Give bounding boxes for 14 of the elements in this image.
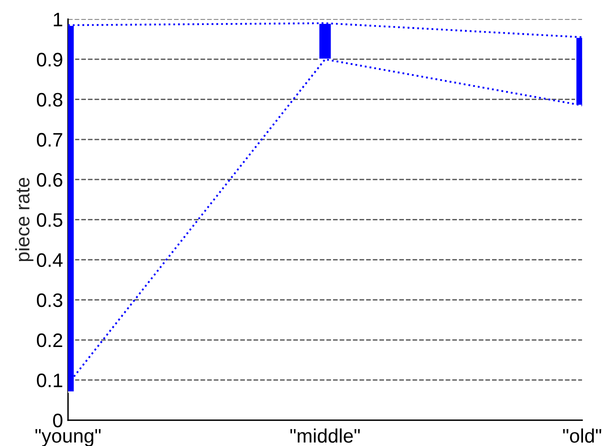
y-tick-label: 0.7 <box>36 132 62 147</box>
y-tick-label: 0.8 <box>36 92 62 107</box>
y-tick-label: 0.6 <box>36 173 62 187</box>
y-tick-label: 0.3 <box>36 293 62 308</box>
y-tick-label: 0.2 <box>36 333 62 348</box>
y-tick-label: 1 <box>54 12 62 26</box>
y-tick-label: 0.1 <box>36 374 62 388</box>
y-tick-label: 0 <box>53 414 62 428</box>
y-tick-label: 0.4 <box>36 253 63 267</box>
x-tick-label: "old" <box>563 428 602 443</box>
x-tick-label: "middle" <box>290 428 360 443</box>
y-tick-label: 0.5 <box>36 213 62 227</box>
y-tick-label: 0.9 <box>36 52 62 67</box>
y-axis-title: piece rate <box>15 178 34 262</box>
